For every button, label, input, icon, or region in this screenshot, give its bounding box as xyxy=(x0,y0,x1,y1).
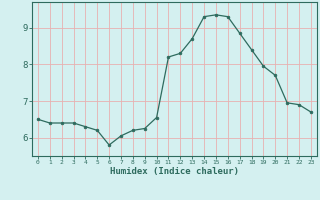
X-axis label: Humidex (Indice chaleur): Humidex (Indice chaleur) xyxy=(110,167,239,176)
